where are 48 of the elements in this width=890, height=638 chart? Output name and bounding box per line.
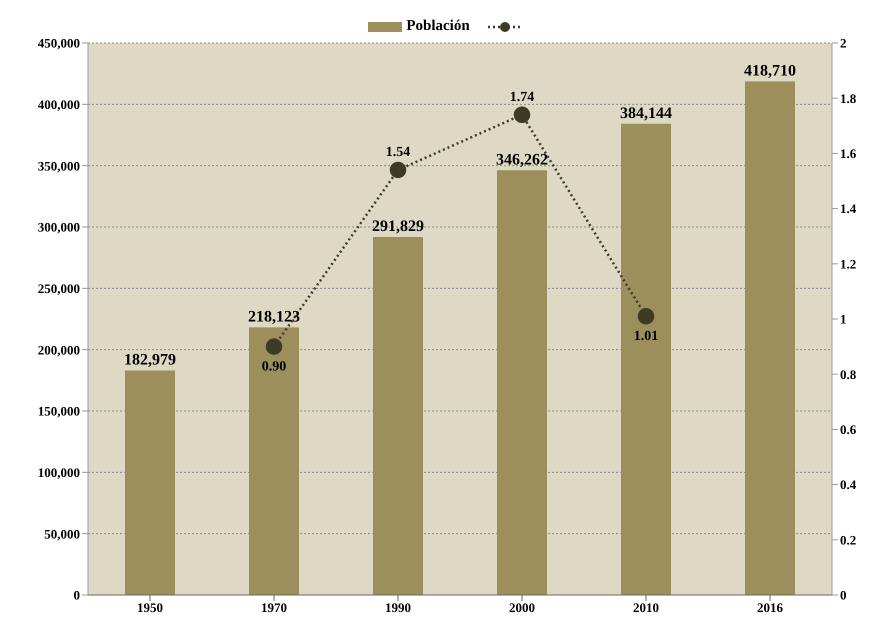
x-tick-label: 1970	[261, 600, 287, 616]
legend-label: Población	[406, 18, 470, 35]
y-tick-label: 250,000	[38, 280, 80, 296]
data-label: 182,979	[124, 352, 176, 369]
y2-tick-label: 2	[840, 36, 846, 51]
data-label: 0.90	[262, 360, 286, 375]
data-label: 418,710	[744, 62, 796, 80]
y-tick-label: 450,000	[38, 36, 80, 51]
bar	[621, 124, 671, 595]
y2-tick-label: 1	[840, 312, 846, 327]
y-tick-label: 400,000	[38, 96, 80, 112]
y-tick-label: 50,000	[44, 526, 80, 542]
point	[638, 308, 654, 324]
data-label: 346,262	[496, 151, 548, 168]
y-tick-label: 300,000	[38, 220, 80, 235]
y2-tick-label: 0.4	[840, 477, 857, 492]
y2-tick-label: 0.8	[840, 366, 857, 382]
bar	[373, 237, 423, 595]
y-tick-label: 350,000	[38, 158, 80, 174]
bar	[125, 370, 175, 595]
y-tick-label: 0	[74, 588, 80, 603]
y2-tick-label: 1.4	[840, 201, 857, 216]
y2-tick-label: 1.6	[840, 146, 857, 162]
point	[390, 162, 406, 178]
data-label: 1.54	[386, 144, 410, 160]
y-tick-label: 150,000	[38, 404, 80, 419]
y2-tick-label: 0	[840, 588, 846, 603]
point	[514, 106, 530, 124]
bar	[497, 170, 547, 595]
data-label: 1.74	[510, 90, 534, 105]
y2-tick-label: 0.2	[840, 532, 856, 548]
bar	[745, 81, 795, 595]
y2-tick-label: 1.2	[840, 256, 856, 272]
x-tick-label: 1950	[137, 600, 163, 616]
x-tick-label: 2016	[757, 600, 784, 616]
x-tick-label: 1990	[385, 600, 411, 616]
bar	[249, 327, 299, 595]
data-label: 384,144	[620, 104, 672, 122]
x-tick-label: 2010	[633, 600, 659, 616]
y-tick-label: 100,000	[38, 464, 80, 480]
x-tick-label: 2000	[509, 600, 535, 616]
data-label: 1.01	[634, 329, 658, 344]
y2-tick-label: 1.8	[840, 90, 857, 106]
y2-tick-label: 0.6	[840, 422, 857, 438]
data-label: 291,829	[372, 218, 424, 236]
point	[266, 338, 282, 355]
data-label: 218,123	[248, 308, 300, 326]
y-tick-label: 200,000	[38, 342, 80, 358]
